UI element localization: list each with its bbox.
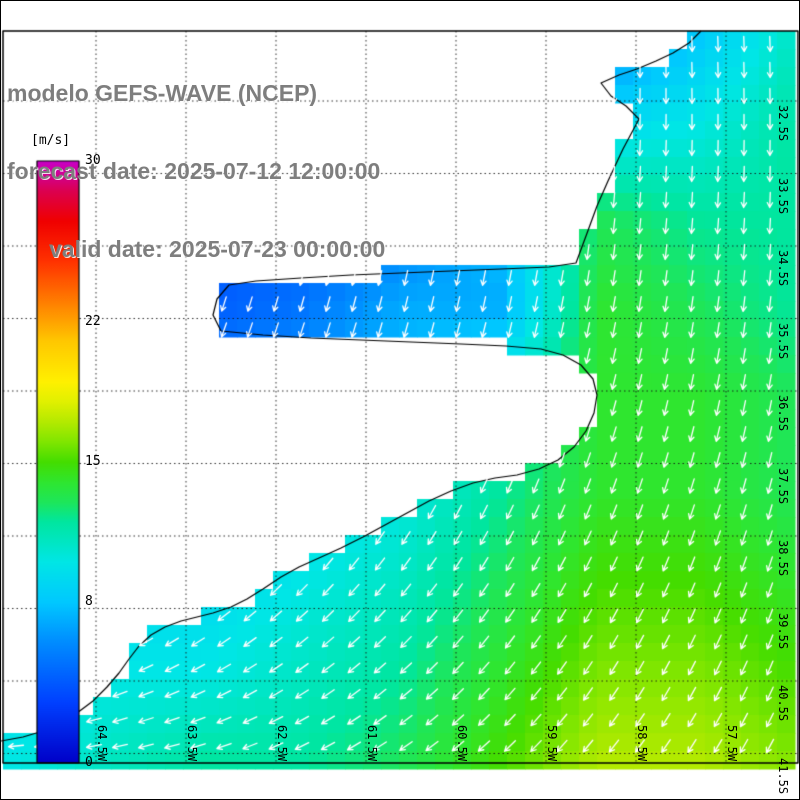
latitude-label: 36.5S (776, 395, 790, 432)
colorbar-tick: 8 (85, 594, 93, 610)
longitude-label: 63.5W (185, 725, 199, 762)
colorbar-tick: 22 (85, 313, 101, 329)
latitude-label: 38.5S (776, 540, 790, 577)
latitude-label: 32.5S (776, 105, 790, 142)
longitude-label: 57.5W (725, 725, 739, 762)
colorbar-tick: 0 (85, 755, 93, 770)
longitude-label: 61.5W (365, 725, 379, 762)
longitude-label: 64.5W (95, 725, 109, 762)
latitude-label: 40.5S (776, 685, 790, 722)
longitude-label: 59.5W (545, 725, 559, 762)
latitude-label: 37.5S (776, 467, 790, 504)
latitude-label: 39.5S (776, 612, 790, 649)
longitude-label: 62.5W (275, 725, 289, 762)
latitude-label: 35.5S (776, 322, 790, 359)
colorbar-unit-label: [m/s] (31, 133, 71, 148)
latitude-label: 34.5S (776, 250, 790, 287)
colorbar-tick: 30 (85, 153, 101, 168)
latitude-label: 41.5S (776, 757, 790, 794)
colorbar-tick: 15 (85, 454, 101, 469)
longitude-label: 60.5W (455, 725, 469, 762)
latitude-label: 33.5S (776, 177, 790, 214)
longitude-label: 58.5W (635, 725, 649, 762)
